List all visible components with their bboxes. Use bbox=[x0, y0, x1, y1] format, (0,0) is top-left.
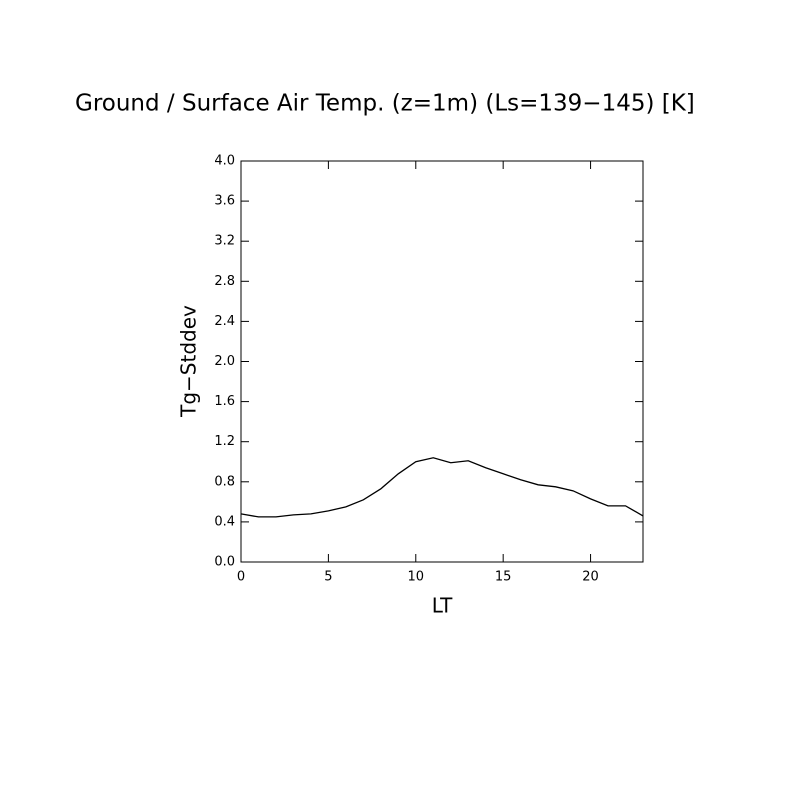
x-tick-label: 5 bbox=[324, 570, 332, 585]
y-tick-label: 2.4 bbox=[214, 314, 235, 329]
x-tick-label: 20 bbox=[582, 570, 599, 585]
x-tick-label: 15 bbox=[495, 570, 512, 585]
y-tick-label: 0.4 bbox=[214, 514, 235, 529]
x-tick-label: 0 bbox=[237, 570, 245, 585]
y-tick-label: 1.6 bbox=[214, 394, 235, 409]
y-tick-label: 3.6 bbox=[214, 194, 235, 209]
x-tick-label: 10 bbox=[408, 570, 425, 585]
y-tick-label: 4.0 bbox=[214, 154, 235, 169]
y-tick-label: 0.0 bbox=[214, 555, 235, 570]
y-tick-label: 1.2 bbox=[214, 434, 235, 449]
y-tick-label: 0.8 bbox=[214, 474, 235, 489]
y-tick-label: 2.8 bbox=[214, 274, 235, 289]
y-axis-title: Tg−Stddev bbox=[177, 305, 201, 418]
data-line bbox=[240, 457, 644, 518]
chart-title: Ground / Surface Air Temp. (z=1m) (Ls=13… bbox=[75, 91, 695, 117]
y-tick-label: 3.2 bbox=[214, 234, 235, 249]
x-axis-title: LT bbox=[432, 594, 453, 618]
plot-frame bbox=[240, 160, 644, 563]
y-tick-label: 2.0 bbox=[214, 354, 235, 369]
